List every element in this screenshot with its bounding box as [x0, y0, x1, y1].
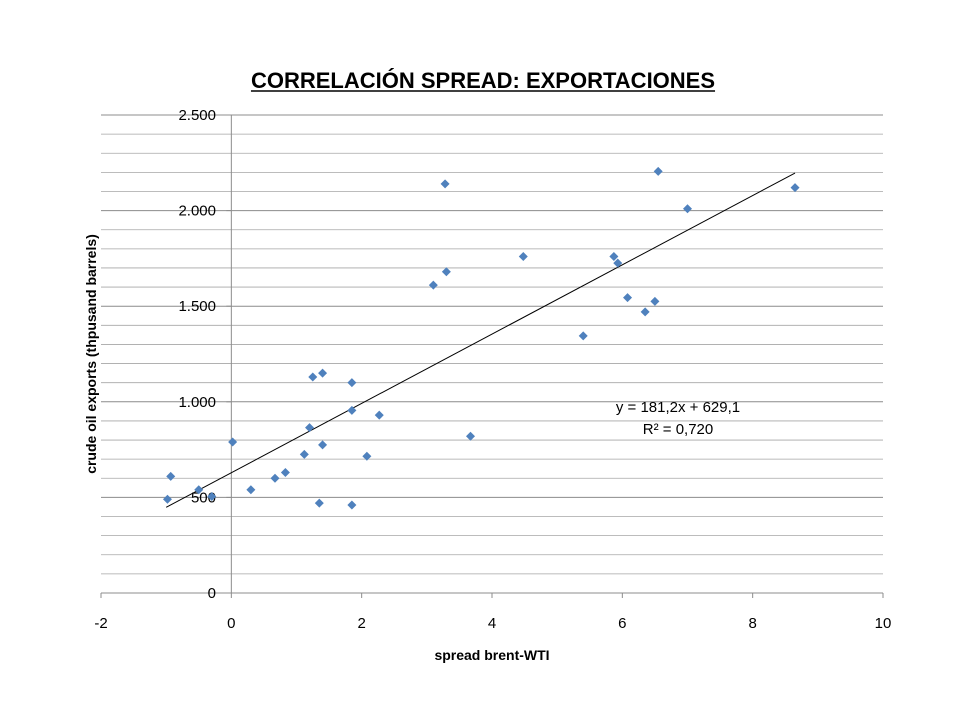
y-axis-title: crude oil exports (thpusand barrels) — [83, 234, 99, 474]
x-tick-labels: -2 0 2 4 6 8 10 — [94, 615, 891, 632]
scatter-point — [299, 449, 309, 459]
scatter-point — [518, 251, 528, 261]
x-tick-label: 4 — [488, 615, 496, 632]
scatter-point — [270, 473, 280, 483]
scatter-point — [318, 440, 328, 450]
grid-lines — [101, 114, 883, 575]
x-tick-label: 10 — [875, 615, 892, 632]
scatter-point — [465, 431, 475, 441]
scatter-point — [441, 267, 451, 277]
scatter-point — [440, 179, 450, 189]
scatter-point — [347, 500, 357, 510]
x-tick-label: 2 — [357, 615, 365, 632]
scatter-point — [683, 204, 692, 214]
x-tick-label: 8 — [748, 615, 756, 632]
scatter-point — [640, 307, 650, 317]
scatter-point — [194, 485, 204, 495]
y-tick-label: 1.500 — [178, 298, 216, 315]
scatter-point — [207, 491, 217, 501]
x-tick-label: 6 — [618, 615, 626, 632]
scatter-point — [308, 372, 318, 382]
r-squared-label: R² = 0,720 — [643, 421, 713, 438]
scatter-point — [609, 251, 619, 261]
scatter-point — [650, 296, 660, 306]
data-points — [162, 166, 800, 510]
y-tick-label: 2.500 — [178, 107, 216, 124]
scatter-point — [305, 423, 315, 433]
scatter-point — [428, 280, 438, 290]
scatter-point — [280, 468, 290, 478]
scatter-point — [228, 437, 238, 447]
y-tick-label: 1.000 — [178, 394, 216, 411]
scatter-point — [347, 378, 357, 388]
x-axis-title: spread brent-WTI — [434, 647, 549, 663]
trendline-equation: y = 181,2x + 629,1 — [616, 399, 740, 416]
scatter-point — [653, 166, 663, 176]
scatter-point — [362, 451, 372, 461]
y-tick-label: 0 — [208, 585, 216, 602]
y-tick-label: 500 — [191, 489, 216, 506]
scatter-point — [318, 368, 328, 378]
x-tick-label: 0 — [227, 615, 235, 632]
y-tick-label: 2.000 — [178, 203, 216, 220]
x-tick-label: -2 — [94, 615, 107, 632]
scatter-point — [790, 183, 800, 193]
scatter-point — [613, 258, 623, 268]
scatter-point — [623, 293, 633, 303]
trendline-group — [165, 172, 796, 508]
scatter-point — [374, 410, 384, 420]
scatter-point — [166, 471, 176, 481]
scatter-point — [162, 494, 172, 504]
scatter-point — [246, 485, 256, 495]
scatter-point — [347, 405, 357, 415]
trendline — [165, 172, 796, 508]
chart-title: CORRELACIÓN SPREAD: EXPORTACIONES — [251, 68, 715, 93]
scatter-point — [578, 331, 588, 341]
axes — [100, 114, 884, 598]
scatter-point — [314, 498, 324, 508]
y-tick-labels: 0 500 1.000 1.500 2.000 2.500 — [178, 107, 216, 602]
